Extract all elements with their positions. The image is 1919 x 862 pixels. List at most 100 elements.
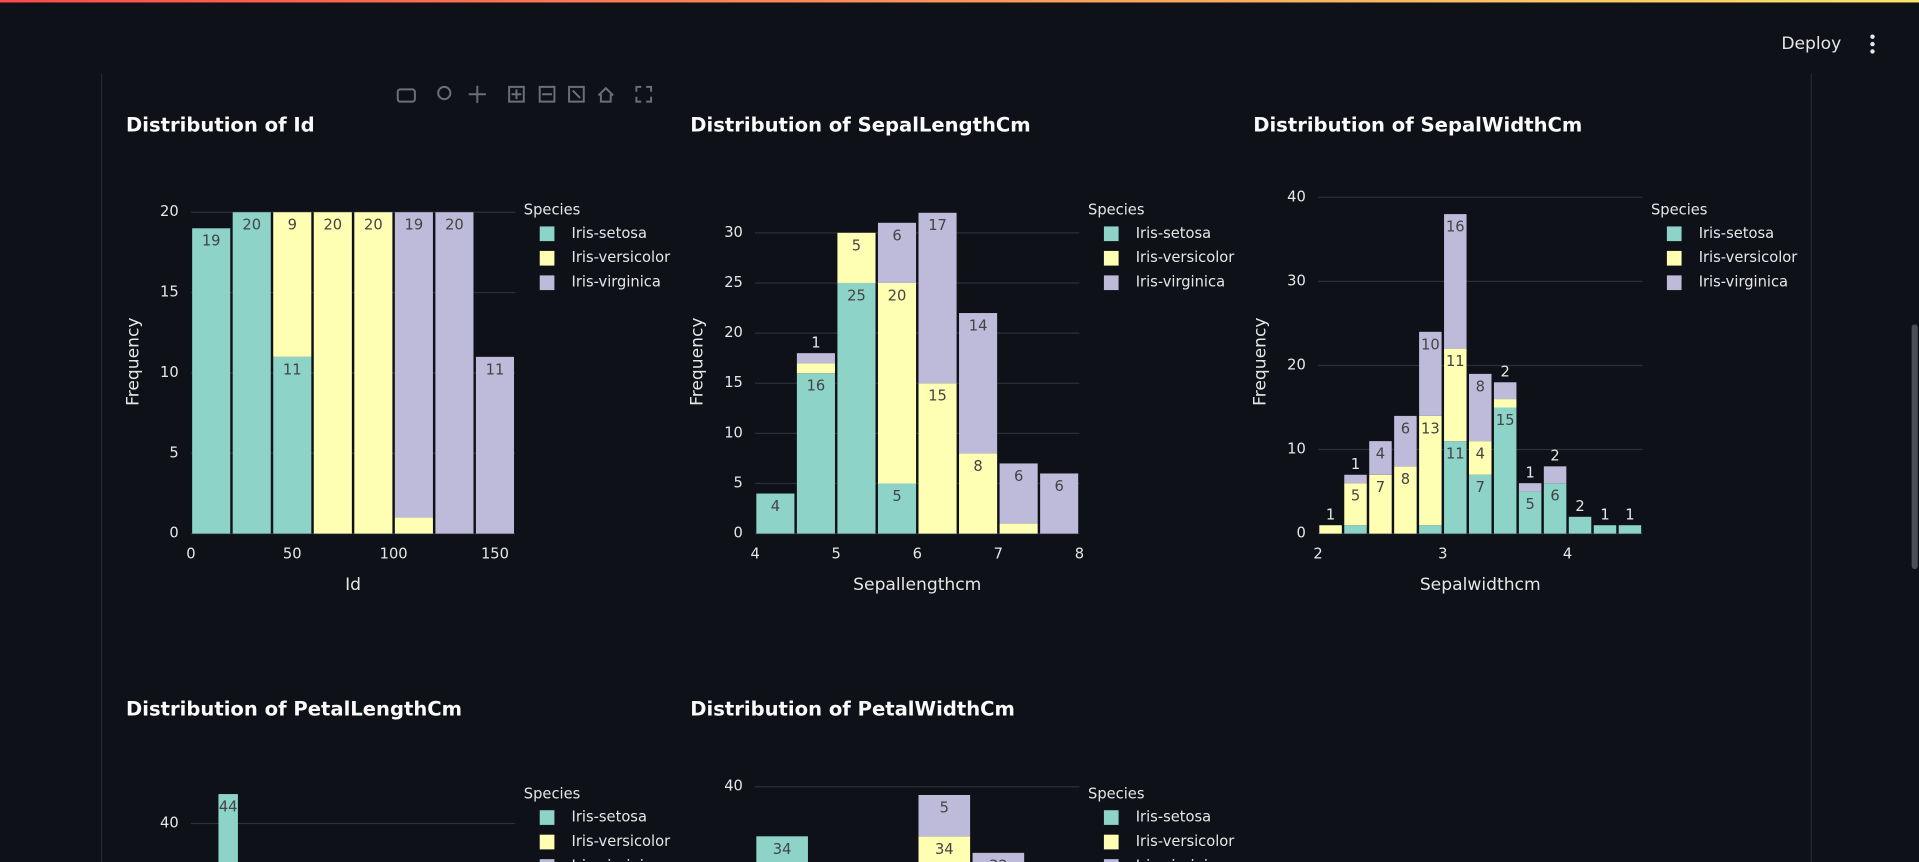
legend-label: Iris-versicolor [1136,833,1236,850]
bar [273,356,312,534]
x-tick-label: 3 [1438,545,1447,562]
autoscale-icon[interactable] [568,85,585,103]
x-axis-title: Id [345,575,361,595]
bar-label: 11 [1446,353,1465,370]
x-tick-label: 5 [832,545,841,562]
bar-label: 20 [445,217,464,234]
deploy-button[interactable]: Deploy [1781,34,1841,54]
bar-label: 34 [935,841,954,858]
bar [1344,483,1367,526]
legend-swatch [539,226,555,242]
x-tick-label: 8 [1075,545,1084,562]
legend-swatch [539,834,555,850]
legend-label: Iris-setosa [1699,225,1774,242]
bar-label: 1 [1351,456,1360,473]
x-tick-label: 50 [283,545,302,562]
bar [1593,525,1617,534]
y-tick-label: 40 [1287,188,1306,205]
bar [218,794,238,862]
y-tick-label: 10 [724,424,743,441]
bar [1419,415,1442,526]
bar-label: 19 [202,233,221,250]
bar-label: 2 [1550,448,1559,465]
y-axis-title: Frequency [1251,317,1271,405]
y-tick-label: 20 [1287,356,1306,373]
legend-label: Iris-setosa [572,225,647,242]
bar [1419,331,1442,416]
bar [877,282,917,484]
x-tick-label: 2 [1313,545,1322,562]
bar-label: 5 [940,799,949,816]
bar-label: 6 [1014,468,1023,485]
bar-label: 8 [1401,471,1410,488]
legend-title: Species [524,202,580,219]
y-tick-label: 30 [1287,272,1306,289]
legend-label: Iris-versicolor [572,833,672,850]
legend-label: Iris-virginica [572,858,661,862]
bar-label: 34 [773,841,792,858]
chart-title: Distribution of Id [126,114,315,137]
y-tick-label: 5 [734,474,743,491]
home-icon[interactable] [597,86,614,103]
bar-label: 15 [1496,412,1515,429]
x-tick-label: 7 [994,545,1003,562]
fullscreen-icon[interactable] [635,85,653,103]
bar [1518,483,1542,492]
zoom-icon[interactable] [437,85,452,101]
legend-swatch [539,275,555,291]
y-tick-label: 20 [724,324,743,341]
y-tick-label: 0 [1297,525,1306,542]
bar [756,836,808,862]
chart: Distribution of Id 0 5 10 15 20 0 50 100 150 Frequ… [123,114,671,595]
y-tick-label: 5 [169,444,178,461]
bar-label: 11 [486,361,505,378]
zoom-in-icon[interactable] [508,85,525,103]
chart-title: Distribution of PetalWidthCm [690,697,1015,720]
bar [394,517,433,534]
legend-swatch [1103,275,1119,291]
bar-label: 44 [219,799,238,816]
legend-label: Iris-virginica [572,274,661,291]
plot-toolbar [396,85,653,103]
bar [1319,525,1342,534]
x-axis-title: Sepallengthcm [853,575,981,595]
legend-swatch [539,810,555,825]
legend-swatch [1666,250,1682,266]
bar [1493,399,1517,408]
bar-label: 2 [1575,498,1584,515]
bar-label: 17 [928,217,947,234]
bar-label: 16 [807,378,826,395]
bar [1543,466,1567,484]
y-tick-label: 15 [160,284,179,301]
pan-icon[interactable] [468,85,486,103]
main-menu[interactable] [1870,34,1875,54]
bar-label: 5 [892,488,901,505]
bar [1444,348,1467,442]
zoom-out-icon[interactable] [538,85,556,103]
bar-label: 8 [1476,378,1485,395]
top-decoration [0,0,1919,3]
bar [918,212,957,384]
legend-title: Species [1651,202,1707,219]
bar [1468,441,1492,475]
x-tick-label: 4 [750,545,759,562]
legend-swatch [539,250,555,266]
bar-label: 11 [1446,446,1465,463]
y-tick-label: 20 [160,203,179,220]
camera-icon[interactable] [396,88,416,103]
legend-label: Iris-virginica [1136,858,1225,862]
bar [918,383,957,534]
bar-label: 11 [283,361,302,378]
y-axis-title: Frequency [688,317,708,405]
bar-label: 6 [892,227,901,244]
bar [1444,214,1467,349]
bar [313,212,352,534]
chart: Distribution of PetalWidthCm 40 34 34 5 32 Spe… [690,697,1235,862]
bar [756,493,795,534]
x-axis-title: Sepalwidthcm [1420,575,1541,595]
legend-swatch [1666,275,1682,291]
y-tick-label: 0 [169,525,178,542]
scrollbar[interactable] [1911,324,1918,570]
bar-label: 5 [1351,488,1360,505]
